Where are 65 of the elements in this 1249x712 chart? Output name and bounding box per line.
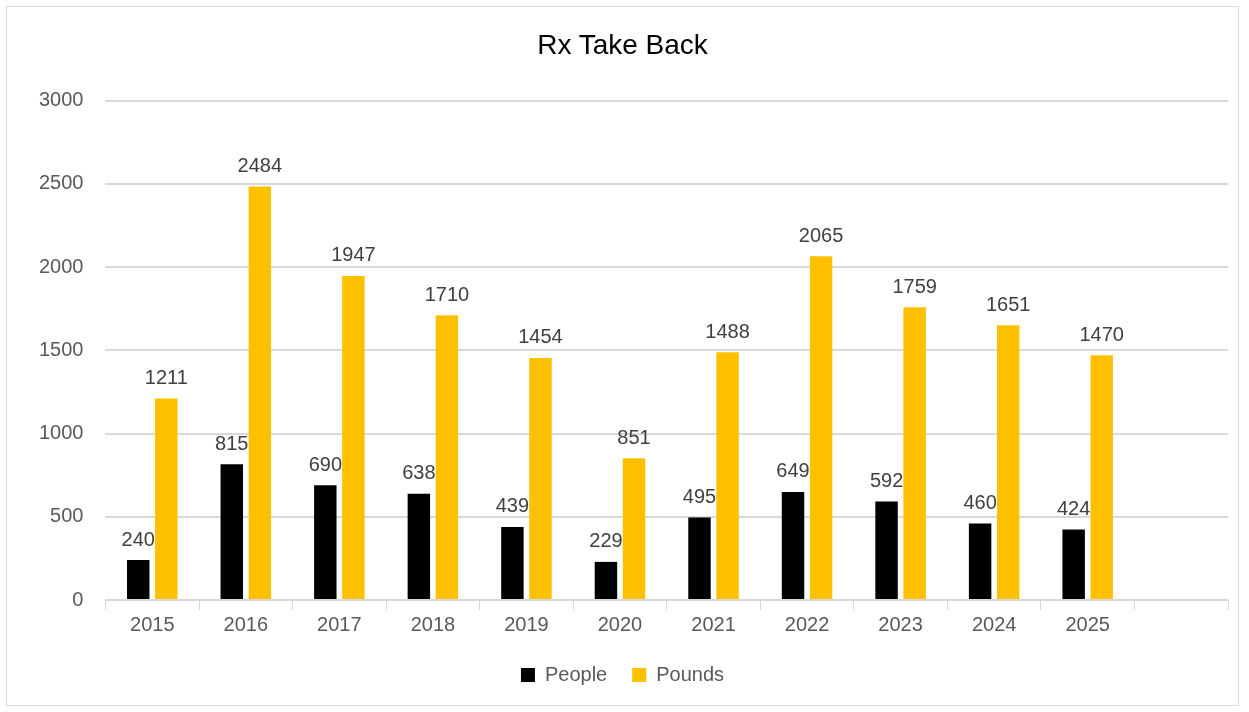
data-label: 1947 xyxy=(331,243,376,266)
bar xyxy=(688,517,711,599)
bar xyxy=(996,325,1020,599)
data-label: 240 xyxy=(121,527,155,550)
x-tick-label: 2017 xyxy=(317,612,362,635)
data-label: 1759 xyxy=(892,274,937,297)
y-tick-label: 1000 xyxy=(38,421,84,444)
x-tick-label: 2023 xyxy=(878,612,923,635)
bar xyxy=(407,493,431,599)
data-label: 1211 xyxy=(144,365,188,388)
x-tick-label: 2018 xyxy=(410,612,456,635)
data-label: 1470 xyxy=(1079,322,1124,345)
data-label: 815 xyxy=(215,431,249,454)
data-label: 439 xyxy=(495,494,530,517)
x-tick-label: 2024 xyxy=(971,612,1017,635)
bar xyxy=(594,561,618,599)
x-tick-label: 2022 xyxy=(784,612,830,635)
y-tick-label: 0 xyxy=(72,587,84,610)
data-label: 1454 xyxy=(518,325,563,348)
bar xyxy=(248,186,272,599)
data-label: 2065 xyxy=(798,223,844,246)
y-tick-label: 3000 xyxy=(38,88,84,111)
data-label: 229 xyxy=(589,529,623,552)
legend-label: Pounds xyxy=(656,662,725,685)
bar xyxy=(1090,355,1113,599)
bar xyxy=(809,256,833,599)
bar xyxy=(781,491,805,599)
chart-title: Rx Take Back xyxy=(537,28,709,60)
bar xyxy=(1062,529,1085,599)
bar xyxy=(622,458,646,599)
bar xyxy=(903,307,926,599)
bar xyxy=(314,485,337,599)
x-tick-label: 2015 xyxy=(130,612,175,635)
data-label: 690 xyxy=(308,452,342,475)
bar xyxy=(716,352,739,599)
data-label: 638 xyxy=(402,461,436,484)
x-tick-label: 2020 xyxy=(597,612,643,635)
data-label: 495 xyxy=(682,485,717,508)
y-tick-label: 2500 xyxy=(38,171,84,194)
x-tick-label: 2025 xyxy=(1065,612,1110,635)
legend-label: People xyxy=(544,662,608,685)
bar xyxy=(155,398,178,599)
data-label: 460 xyxy=(963,490,997,513)
bar xyxy=(220,464,243,599)
bar xyxy=(127,560,150,599)
x-tick-label: 2016 xyxy=(223,612,269,635)
bar xyxy=(529,357,552,599)
y-tick-label: 500 xyxy=(50,504,84,527)
bar xyxy=(875,501,898,599)
data-label: 1651 xyxy=(985,292,1031,315)
y-tick-label: 1500 xyxy=(38,337,84,360)
bar xyxy=(968,523,992,599)
data-label: 851 xyxy=(617,425,651,448)
data-label: 592 xyxy=(869,468,904,491)
bar xyxy=(342,275,365,599)
data-label: 649 xyxy=(776,459,810,482)
bar xyxy=(435,315,459,599)
data-label: 1488 xyxy=(705,319,750,342)
data-label: 424 xyxy=(1056,496,1091,519)
x-tick-label: 2021 xyxy=(691,612,736,635)
bar xyxy=(501,526,524,599)
data-label: 1710 xyxy=(424,282,470,305)
x-tick-label: 2019 xyxy=(504,612,549,635)
data-label: 2484 xyxy=(237,154,283,177)
y-tick-label: 2000 xyxy=(38,254,84,277)
